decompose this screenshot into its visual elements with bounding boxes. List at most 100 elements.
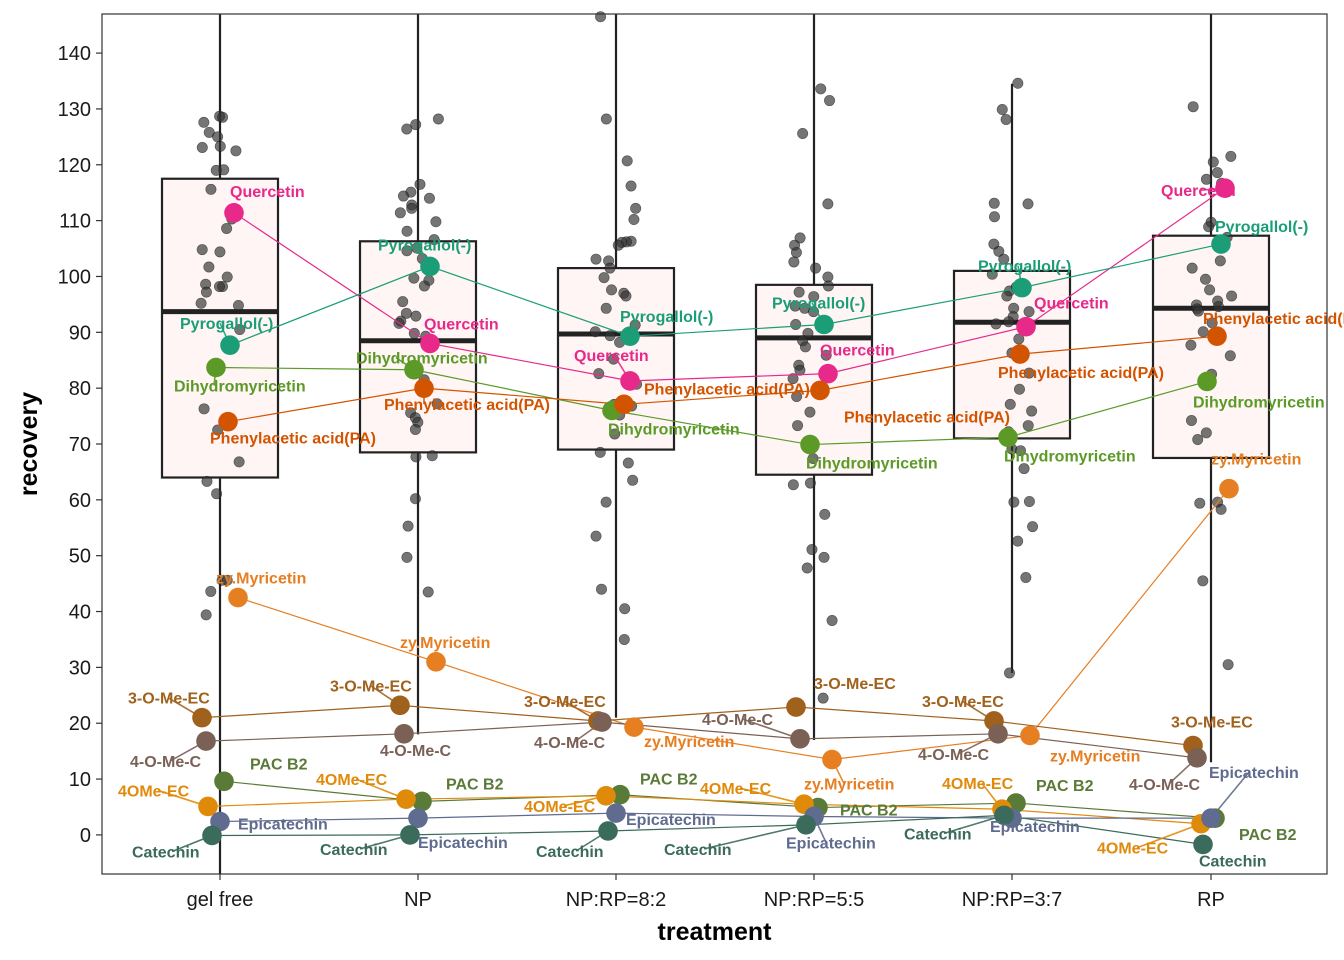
jitter-point-rp-1	[1225, 150, 1237, 162]
series-point-phenylacetic-acid-pa-np-rp-3-7	[1010, 344, 1030, 364]
jitter-point-rp-17	[1212, 301, 1224, 313]
jitter-point-gel-free-7	[230, 145, 242, 157]
jitter-point-np-rp-3-7-24	[1026, 405, 1038, 417]
point-label-quercetin-np: Quercetin	[424, 316, 499, 333]
series-point-dihydromyricetin-rp	[1197, 371, 1217, 392]
jitter-point-rp-19	[1192, 305, 1204, 317]
point-label-pac-b2-rp: PAC B2	[1239, 827, 1297, 844]
jitter-point-gel-free-22	[232, 300, 244, 312]
jitter-point-np-rp-3-7-25	[1022, 420, 1034, 432]
jitter-point-np-rp-5-5-26	[804, 406, 816, 418]
point-label-pac-b2-np-rp-3-7: PAC B2	[1036, 778, 1094, 795]
jitter-point-np-rp-8-2-4	[630, 202, 642, 214]
x-tick-label-np-rp-3-7: NP:RP=3:7	[962, 889, 1063, 911]
series-line-layer	[201, 187, 1230, 845]
jitter-point-np-21	[410, 310, 422, 322]
jitter-point-rp-13	[1204, 284, 1216, 296]
jitter-point-np-rp-8-2-14	[606, 284, 618, 296]
point-label-phenylacetic-acid-pa-np-rp-5-5: Phenylacetic acid(PA)	[844, 409, 1010, 426]
y-axis-title: recovery	[15, 392, 43, 496]
y-tick-label-130: 130	[58, 99, 91, 121]
jitter-point-gel-free-10	[205, 183, 217, 195]
series-point-catechin-np-rp-3-7	[994, 805, 1014, 826]
jitter-point-np-rp-3-7-34	[1020, 571, 1032, 583]
series-point-pyrogallol-rp	[1211, 234, 1231, 254]
jitter-point-np-rp-3-7-14	[1023, 306, 1035, 318]
jitter-point-np-rp-8-2-34	[595, 583, 607, 595]
jitter-point-np-rp-5-5-1	[824, 95, 836, 107]
series-point-3-o-me-ec-gel-free	[192, 707, 212, 728]
series-point-dihydromyricetin-np-rp-5-5	[800, 434, 820, 455]
point-label-epicatechin-np-rp-3-7: Epicatechin	[990, 819, 1080, 836]
jitter-point-np-rp-5-5-34	[801, 562, 813, 574]
series-point-dihydromyricetin-gel-free	[206, 357, 226, 378]
point-label-4ome-ec-np-rp-3-7: 4OMe-EC	[942, 776, 1014, 793]
jitter-point-np-rp-3-7-12	[1001, 290, 1013, 302]
series-point-pac-b2-np-rp-8-2	[610, 784, 630, 805]
jitter-point-np-rp-8-2-31	[627, 474, 639, 486]
y-tick-label-120: 120	[58, 155, 91, 177]
jitter-point-np-rp-5-5-35	[826, 614, 838, 626]
jitter-point-np-rp-5-5-0	[815, 83, 827, 95]
point-label-zy-myricetin-np-rp-3-7: zy.Myricetin	[1050, 749, 1140, 766]
series-point-pyrogallol-np	[420, 256, 440, 277]
jitter-point-np-12	[428, 234, 440, 246]
point-label-pyrogallol-np: Pyrogallol(-)	[378, 237, 471, 254]
series-point-phenylacetic-acid-pa-np-rp-5-5	[810, 380, 830, 401]
series-point-catechin-np	[400, 825, 420, 845]
jitter-point-np-rp-5-5-19	[799, 341, 811, 353]
point-label-4-o-me-c-np-rp-8-2: 4-O-Me-C	[534, 735, 606, 752]
series-point-pac-b2-np	[412, 791, 432, 812]
point-label-phenylacetic-acid-pa-gel-free: Phenylacetic acid(PA)	[210, 431, 376, 448]
jitter-point-np-rp-8-2-5	[628, 214, 640, 226]
panel-border	[101, 13, 1328, 875]
series-point-phenylacetic-acid-pa-np-rp-8-2	[614, 394, 634, 415]
point-label-4-o-me-c-np-rp-3-7: 4-O-Me-C	[918, 747, 990, 764]
jitter-point-np-rp-3-7-17	[990, 318, 1002, 330]
jitter-point-np-rp-8-2-19	[589, 326, 601, 338]
jitter-point-np-rp-5-5-12	[808, 291, 820, 303]
jitter-point-np-rp-8-2-36	[618, 633, 630, 645]
series-point-zy-myricetin-np-rp-8-2	[624, 717, 644, 737]
jitter-point-rp-30	[1215, 503, 1227, 515]
jitter-point-np-rp-3-7-21	[1023, 367, 1035, 379]
jitter-point-np-31	[409, 423, 421, 435]
point-label-catechin-gel-free: Catechin	[132, 844, 200, 861]
point-label-zy-myricetin-np-rp-8-2: zy.Myricetin	[644, 734, 734, 751]
jitter-point-np-rp-8-2-16	[620, 290, 632, 302]
jitter-point-np-rp-5-5-32	[806, 544, 818, 556]
series-point-quercetin-rp	[1215, 178, 1235, 199]
point-label-dihydromyricetin-np: Dihydromyricetin	[356, 351, 488, 368]
series-line-3-o-me-ec	[201, 704, 1194, 747]
jitter-point-rp-25	[1185, 415, 1197, 427]
point-label-quercetin-np-rp-8-2: Quercetin	[574, 348, 649, 365]
jitter-point-np-rp-8-2-28	[609, 428, 621, 440]
point-label-3-o-me-ec-rp: 3-O-Me-EC	[1171, 715, 1253, 732]
series-point-epicatechin-np-rp-8-2	[606, 803, 626, 823]
point-label-pac-b2-np: PAC B2	[446, 776, 504, 793]
jitter-point-np-rp-5-5-3	[822, 198, 834, 210]
jitter-point-np-2	[401, 123, 413, 135]
series-point-quercetin-gel-free	[224, 203, 244, 223]
jitter-point-np-rp-3-7-22	[1013, 383, 1025, 395]
point-label-4ome-ec-np-rp-5-5: 4OMe-EC	[700, 781, 772, 798]
jitter-point-np-11	[401, 225, 413, 237]
y-tick-label-110: 110	[59, 211, 91, 233]
series-point-layer	[192, 178, 1239, 855]
series-line-catechin	[211, 814, 1204, 845]
series-point-4ome-ec-np-rp-8-2	[596, 786, 616, 806]
y-tick-label-140: 140	[58, 43, 91, 65]
point-label-4-o-me-c-rp: 4-O-Me-C	[1129, 777, 1201, 794]
jitter-point-np-14	[401, 245, 413, 257]
point-label-dihydromyricetin-gel-free: Dihydromyricetin	[174, 378, 306, 395]
jitter-point-np-37	[422, 586, 434, 598]
box-rp	[1151, 234, 1271, 460]
jitter-point-gel-free-9	[210, 164, 222, 176]
jitter-point-np-rp-3-7-28	[1015, 445, 1027, 457]
series-point-4-o-me-c-gel-free	[196, 731, 216, 751]
jitter-point-np-rp-8-2-20	[604, 330, 616, 342]
point-label-quercetin-rp: Quercetin	[1161, 183, 1236, 200]
jitter-point-np-rp-3-7-7	[993, 245, 1005, 257]
point-label-phenylacetic-acid-pa-rp: Phenylacetic acid(PA)	[1203, 311, 1344, 328]
